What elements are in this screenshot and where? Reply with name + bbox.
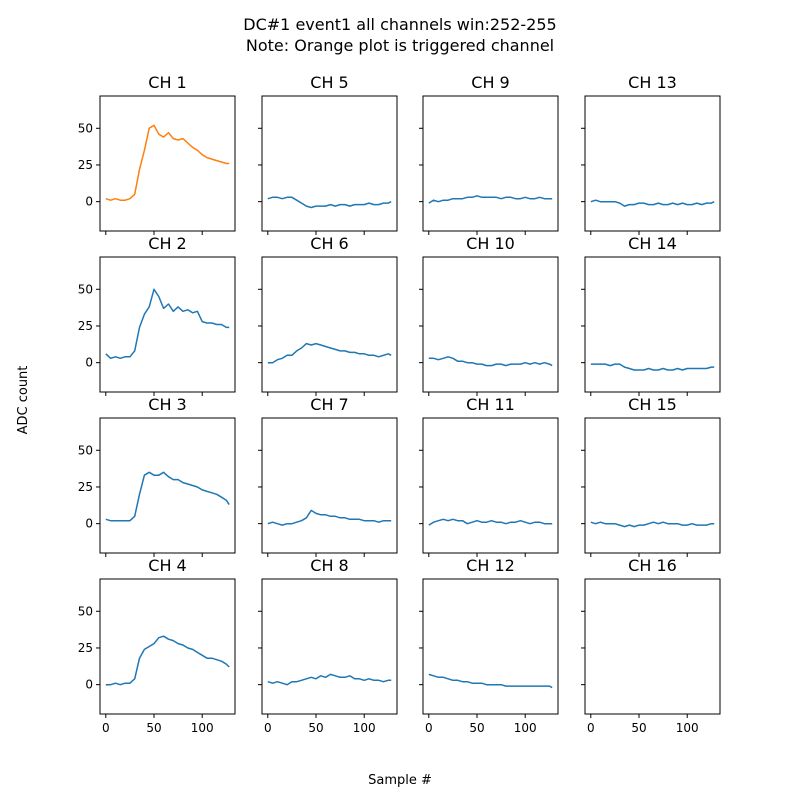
series-line-ch-11 (428, 518, 553, 526)
x-tick-label: 50 (469, 721, 484, 735)
panel-frame (261, 578, 398, 715)
panel-ch-8: CH 8 0 50 100 (258, 556, 398, 735)
panel-frame (261, 417, 398, 554)
x-tick-label: 0 (102, 721, 110, 735)
panel-frame (99, 578, 236, 715)
y-tick-label: 25 (78, 480, 93, 494)
panel-ch-13: CH 13 (581, 73, 721, 235)
panel-title: CH 3 (148, 395, 186, 414)
panel-frame (584, 95, 721, 232)
x-tick-label: 100 (353, 721, 376, 735)
panel-title: CH 15 (628, 395, 677, 414)
panel-frame (99, 417, 236, 554)
panel-title: CH 11 (466, 395, 515, 414)
panel-title: CH 1 (148, 73, 186, 92)
panel-title: CH 13 (628, 73, 677, 92)
series-line-ch-3 (105, 471, 230, 522)
x-tick-label: 0 (264, 721, 272, 735)
series-line-ch-13 (590, 199, 715, 207)
series-line-ch-9 (428, 195, 553, 204)
panel-ch-6: CH 6 (258, 234, 398, 396)
panel-ch-2: CH 2 0 25 50 (78, 234, 236, 396)
panel-frame (584, 417, 721, 554)
x-tick-label: 50 (631, 721, 646, 735)
panel-title: CH 16 (628, 556, 677, 575)
panel-title: CH 9 (471, 73, 509, 92)
panel-frame (261, 95, 398, 232)
panel-frame (99, 95, 236, 232)
x-tick-label: 50 (146, 721, 161, 735)
series-line-ch-15 (590, 521, 715, 528)
x-tick-label: 0 (425, 721, 433, 735)
x-tick-label: 0 (587, 721, 595, 735)
panel-ch-9: CH 9 (419, 73, 559, 235)
x-tick-label: 100 (676, 721, 699, 735)
panel-title: CH 2 (148, 234, 186, 253)
x-tick-label: 100 (191, 721, 214, 735)
panel-title: CH 5 (310, 73, 348, 92)
y-tick-label: 0 (85, 517, 93, 531)
y-tick-label: 0 (85, 195, 93, 209)
series-line-ch-4 (105, 635, 230, 686)
y-axis-label: ADC count (16, 366, 31, 435)
series-line-ch-5 (267, 196, 392, 209)
series-line-ch-1 (105, 124, 230, 201)
panel-ch-16: CH 16 0 50 100 (581, 556, 721, 735)
x-tick-label: 50 (308, 721, 323, 735)
panel-ch-11: CH 11 (419, 395, 559, 557)
panel-title: CH 4 (148, 556, 186, 575)
series-line-ch-7 (267, 509, 392, 526)
y-tick-label: 25 (78, 641, 93, 655)
panel-ch-3: CH 3 0 25 50 (78, 395, 236, 557)
panel-ch-4: CH 4 0 25 50 0 50 100 (78, 556, 236, 735)
panel-ch-7: CH 7 (258, 395, 398, 557)
series-line-ch-14 (590, 363, 715, 371)
panel-title: CH 6 (310, 234, 348, 253)
panel-frame (422, 95, 559, 232)
x-axis-label: Sample # (368, 773, 432, 788)
series-line-ch-12 (428, 673, 553, 689)
panel-ch-1: CH 1 0 25 50 (78, 73, 236, 235)
series-line-ch-8 (267, 673, 392, 686)
panel-title: CH 7 (310, 395, 348, 414)
panel-ch-15: CH 15 (581, 395, 721, 557)
panel-frame (584, 256, 721, 393)
panel-title: CH 10 (466, 234, 515, 253)
series-line-ch-2 (105, 288, 230, 360)
y-tick-label: 0 (85, 678, 93, 692)
y-tick-label: 50 (78, 443, 93, 457)
panel-title: CH 14 (628, 234, 677, 253)
panel-frame (422, 256, 559, 393)
panel-title: CH 8 (310, 556, 348, 575)
panel-ch-14: CH 14 (581, 234, 721, 396)
panel-ch-5: CH 5 (258, 73, 398, 235)
panel-frame (584, 578, 721, 715)
y-tick-label: 50 (78, 282, 93, 296)
panel-title: CH 12 (466, 556, 515, 575)
y-tick-label: 50 (78, 121, 93, 135)
panel-frame (99, 256, 236, 393)
panel-ch-10: CH 10 (419, 234, 559, 396)
y-tick-label: 25 (78, 319, 93, 333)
series-line-ch-10 (428, 356, 553, 367)
figure-title-line-1: DC#1 event1 all channels win:252-255 (243, 15, 556, 34)
panel-frame (261, 256, 398, 393)
panel-frame (422, 578, 559, 715)
series-line-ch-6 (267, 342, 392, 364)
x-tick-label: 100 (514, 721, 537, 735)
figure-title-line-2: Note: Orange plot is triggered channel (246, 36, 554, 55)
panel-frame (422, 417, 559, 554)
y-tick-label: 50 (78, 604, 93, 618)
panel-ch-12: CH 12 0 50 100 (419, 556, 559, 735)
y-tick-label: 25 (78, 158, 93, 172)
y-tick-label: 0 (85, 356, 93, 370)
